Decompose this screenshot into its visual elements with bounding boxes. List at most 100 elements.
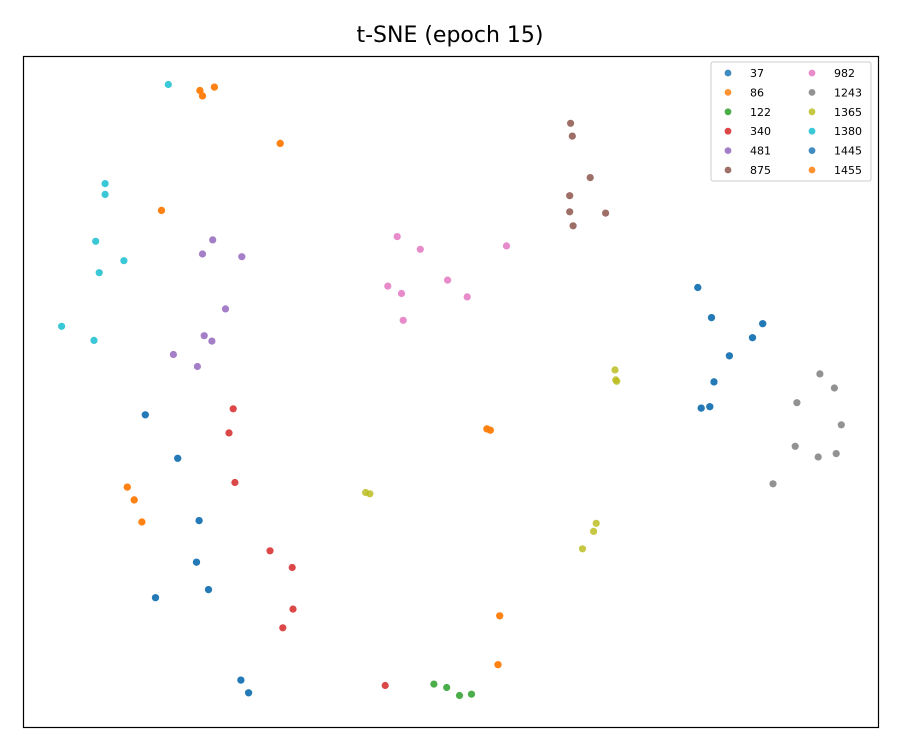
point-982-7 xyxy=(399,316,407,324)
point-481-6 xyxy=(169,350,177,359)
legend-marker-1455 xyxy=(808,166,816,174)
point-1455-10 xyxy=(496,612,504,620)
series-1243 xyxy=(769,370,845,488)
point-1365-4 xyxy=(366,490,374,498)
point-1455-7 xyxy=(123,483,131,491)
legend-label-1455: 1455 xyxy=(834,164,862,177)
point-1445-6 xyxy=(237,676,245,684)
point-122-2 xyxy=(455,691,464,700)
legend-item-1380: 1380 xyxy=(808,125,862,138)
legend-marker-1365 xyxy=(808,108,816,116)
points-layer xyxy=(58,80,845,700)
point-1365-2 xyxy=(612,376,620,384)
legend-marker-982 xyxy=(808,69,816,77)
series-1380 xyxy=(58,80,172,344)
series-122 xyxy=(430,680,476,700)
point-1445-11 xyxy=(725,352,734,360)
point-1445-7 xyxy=(245,689,253,697)
legend-label-1380: 1380 xyxy=(834,125,862,138)
point-122-3 xyxy=(467,690,476,698)
point-982-3 xyxy=(384,282,392,290)
point-875-4 xyxy=(602,209,610,217)
legend-item-875: 875 xyxy=(724,164,771,177)
point-1445-12 xyxy=(710,378,718,386)
legend-label-1365: 1365 xyxy=(834,106,862,119)
point-1445-4 xyxy=(151,594,160,602)
point-340-6 xyxy=(279,624,287,632)
point-1445-9 xyxy=(707,314,716,322)
point-481-1 xyxy=(198,250,207,258)
point-1455-1 xyxy=(198,92,207,100)
point-340-2 xyxy=(231,478,239,487)
point-1445-10 xyxy=(706,403,714,411)
point-1243-6 xyxy=(832,450,840,458)
point-1445-2 xyxy=(195,517,203,525)
point-481-7 xyxy=(193,362,201,371)
point-1445-13 xyxy=(748,334,757,342)
legend-item-1455: 1455 xyxy=(808,164,862,177)
point-1243-1 xyxy=(830,384,839,392)
point-982-2 xyxy=(502,242,511,250)
point-1455-6 xyxy=(486,426,494,434)
point-340-0 xyxy=(229,405,237,413)
point-481-5 xyxy=(208,337,216,345)
point-340-7 xyxy=(381,681,389,690)
point-481-4 xyxy=(200,332,208,340)
point-875-5 xyxy=(566,208,574,216)
legend-item-1243: 1243 xyxy=(808,86,862,99)
point-1455-3 xyxy=(276,139,284,147)
point-1455-9 xyxy=(138,518,146,526)
point-875-6 xyxy=(569,222,577,230)
series-37 xyxy=(141,283,767,697)
point-1445-0 xyxy=(141,411,149,419)
point-340-4 xyxy=(288,563,296,572)
legend-label-86: 86 xyxy=(750,86,764,99)
point-1445-5 xyxy=(204,586,213,594)
point-1243-5 xyxy=(814,453,822,461)
point-1243-0 xyxy=(816,370,824,378)
legend-label-37: 37 xyxy=(750,67,764,80)
series-875 xyxy=(566,119,610,230)
point-1380-1 xyxy=(101,180,109,188)
legend-label-481: 481 xyxy=(750,145,771,158)
point-1365-0 xyxy=(611,366,619,374)
legend-marker-875 xyxy=(724,166,732,174)
point-1243-2 xyxy=(793,399,801,407)
legend-marker-122 xyxy=(724,108,732,116)
legend-label-122: 122 xyxy=(750,106,771,119)
series-340 xyxy=(225,405,389,690)
legend: 37 86 122 340 481 875 982 1243 1365 1380 1445 1455 xyxy=(710,61,872,182)
point-122-0 xyxy=(430,680,438,688)
legend-marker-1380 xyxy=(808,127,816,135)
point-1380-4 xyxy=(120,257,128,265)
point-481-3 xyxy=(221,305,230,313)
legend-label-875: 875 xyxy=(750,164,771,177)
legend-item-481: 481 xyxy=(724,145,771,158)
series-481 xyxy=(169,236,246,371)
point-982-1 xyxy=(416,245,424,253)
legend-marker-1243 xyxy=(808,89,816,96)
legend-marker-37 xyxy=(724,69,732,77)
legend-label-982: 982 xyxy=(834,67,855,80)
point-875-1 xyxy=(568,132,576,140)
point-1243-3 xyxy=(837,421,845,429)
point-1380-7 xyxy=(90,336,98,344)
series-86 xyxy=(123,83,504,669)
legend-item-37: 37 xyxy=(724,67,764,80)
point-1380-5 xyxy=(95,269,103,277)
point-1243-7 xyxy=(769,480,777,488)
plot-frame xyxy=(22,55,880,729)
series-1455 xyxy=(123,83,504,669)
legend-item-1365: 1365 xyxy=(808,106,862,119)
point-1380-3 xyxy=(92,237,100,245)
point-1365-5 xyxy=(592,519,600,527)
point-481-2 xyxy=(238,253,246,261)
point-1365-7 xyxy=(578,545,587,553)
point-1445-1 xyxy=(174,454,182,462)
chart-title: t-SNE (epoch 15) xyxy=(356,23,543,48)
point-1455-2 xyxy=(210,83,218,91)
series-982 xyxy=(384,233,511,324)
legend-item-340: 340 xyxy=(724,125,771,138)
series-1365 xyxy=(362,366,621,553)
